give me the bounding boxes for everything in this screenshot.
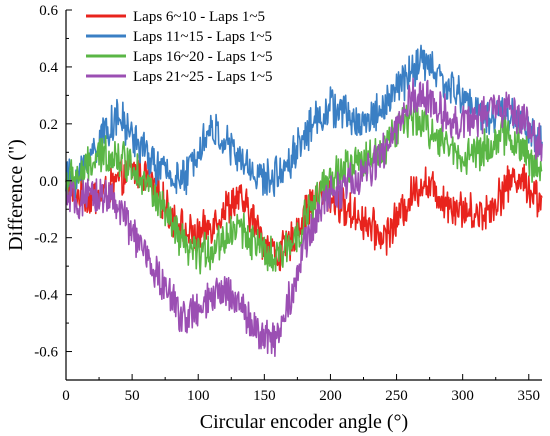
series-line-4 bbox=[65, 77, 543, 358]
x-tick-label: 200 bbox=[319, 388, 342, 404]
y-tick-label: -0.4 bbox=[34, 288, 58, 304]
axes-layer: 0 50 100 150 200 250 300 350 -0.6 -0.4 -0.2 0.0 0.2 0… bbox=[34, 3, 542, 404]
x-tick-label: 250 bbox=[385, 388, 408, 404]
y-tick-label: 0.6 bbox=[39, 3, 58, 19]
x-axis-title: Circular encoder angle (°) bbox=[200, 411, 408, 433]
y-tick-label: 0.2 bbox=[39, 117, 58, 133]
series-layer bbox=[65, 44, 543, 358]
y-tick-label: 0.0 bbox=[39, 174, 58, 190]
legend-label-3: Laps 16~20 - Laps 1~5 bbox=[133, 49, 273, 65]
x-tick-label: 50 bbox=[125, 388, 140, 404]
x-tick-label: 150 bbox=[253, 388, 276, 404]
y-axis-title: Difference (") bbox=[5, 139, 27, 251]
y-tick-label: 0.4 bbox=[39, 60, 58, 76]
series-line-3 bbox=[65, 101, 543, 275]
y-tick-label: -0.2 bbox=[34, 231, 58, 247]
legend-label-2: Laps 11~15 - Laps 1~5 bbox=[133, 29, 272, 45]
x-tick-label: 300 bbox=[451, 388, 474, 404]
x-tick-label: 100 bbox=[187, 388, 210, 404]
legend-label-4: Laps 21~25 - Laps 1~5 bbox=[133, 69, 273, 85]
x-tick-label: 350 bbox=[518, 388, 541, 404]
x-tick-label: 0 bbox=[62, 388, 70, 404]
legend-label-1: Laps 6~10 - Laps 1~5 bbox=[133, 9, 265, 25]
legend: Laps 6~10 - Laps 1~5 Laps 11~15 - Laps 1~… bbox=[86, 9, 273, 85]
series-line-2 bbox=[65, 44, 543, 199]
y-tick-label: -0.6 bbox=[34, 345, 58, 361]
